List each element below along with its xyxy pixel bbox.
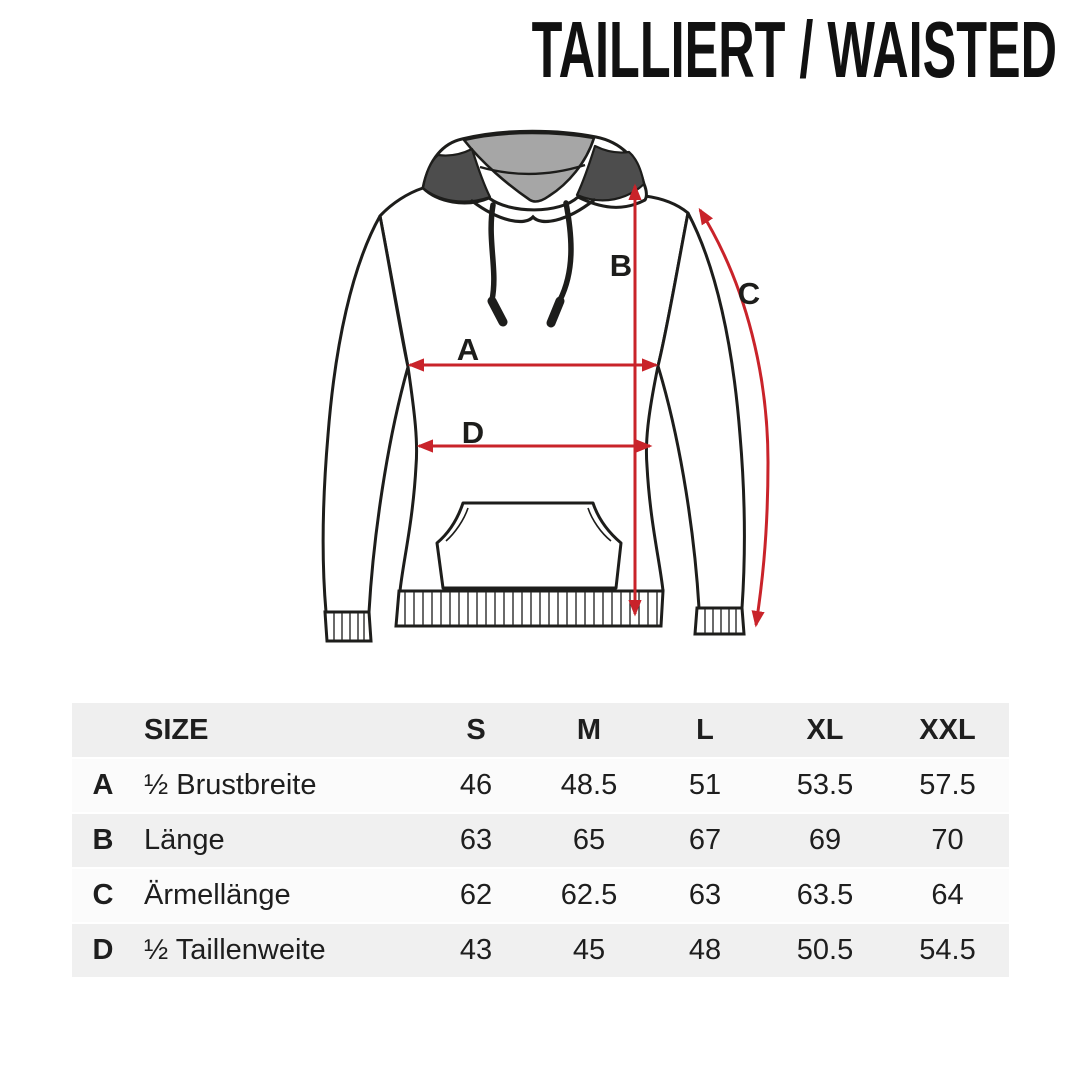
cell-value: 63 [688, 879, 722, 911]
hoodie-measurement-diagram: A D B C [321, 129, 770, 643]
row-letter: A [92, 769, 114, 801]
cell-value: 43 [459, 934, 493, 966]
header-col-s: S [466, 713, 486, 746]
hem-band [394, 589, 665, 628]
size-table-header-row: SIZE S M L XL XXL [72, 703, 1009, 757]
header-col-xxl: XXL [919, 713, 976, 746]
cell-value: 48.5 [560, 769, 618, 801]
cell-value: 57.5 [919, 769, 976, 801]
hood-shadow-right [575, 144, 646, 202]
header-col-xl: XL [806, 713, 844, 746]
cell-value: 50.5 [796, 934, 854, 966]
label-waist: D [462, 415, 484, 450]
cell-value: 45 [572, 934, 606, 966]
cell-value: 65 [572, 824, 606, 856]
header-size-label: SIZE [144, 713, 209, 746]
hood-inner-seam [479, 163, 586, 176]
measurement-labels: A D B C [457, 248, 760, 450]
header-col-m: M [576, 713, 602, 746]
row-letter: C [92, 879, 114, 911]
arrow-sleeve-C [698, 207, 770, 628]
row-name: ½ Taillenweite [144, 934, 326, 966]
cell-value: 69 [808, 824, 842, 856]
hood-shadow-left [421, 147, 492, 203]
drawstrings [487, 200, 574, 328]
row-name: Länge [144, 824, 225, 856]
cell-value: 70 [931, 824, 964, 856]
cell-value: 48 [688, 934, 722, 966]
cell-value: 46 [459, 769, 493, 801]
table-row-chest: A ½ Brustbreite 46 48.5 51 53.5 57.5 [72, 759, 1009, 812]
table-row-length: B Länge 63 65 67 69 70 [72, 814, 1009, 867]
table-row-waist: D ½ Taillenweite 43 45 48 50.5 54.5 [72, 924, 1009, 977]
header-col-l: L [696, 713, 714, 746]
kangaroo-pocket [435, 501, 623, 590]
label-length: B [610, 248, 632, 283]
cell-value: 67 [688, 824, 722, 856]
cell-value: 64 [931, 879, 964, 911]
size-table: SIZE S M L XL XXL A ½ Brustbreite 46 48.… [72, 703, 1009, 977]
cell-value: 62.5 [560, 879, 618, 911]
page-title: TAILLIERT / WAISTED [531, 5, 1057, 94]
row-letter: D [92, 934, 114, 966]
hood-inner-panel [462, 131, 596, 203]
cell-value: 63.5 [796, 879, 854, 911]
row-name: Ärmellänge [144, 879, 291, 911]
hood [421, 129, 648, 212]
label-sleeve: C [738, 276, 760, 311]
cell-value: 63 [459, 824, 493, 856]
measurement-arrows [407, 183, 770, 628]
row-name: ½ Brustbreite [144, 769, 317, 801]
cell-value: 51 [688, 769, 722, 801]
table-row-sleeve: C Ärmellänge 62 62.5 63 63.5 64 [72, 869, 1009, 922]
right-cuff [693, 606, 746, 636]
cell-value: 62 [459, 879, 493, 911]
label-chest: A [457, 332, 479, 367]
left-cuff [323, 610, 373, 643]
cell-value: 54.5 [919, 934, 976, 966]
row-letter: B [92, 824, 114, 856]
cell-value: 53.5 [796, 769, 854, 801]
